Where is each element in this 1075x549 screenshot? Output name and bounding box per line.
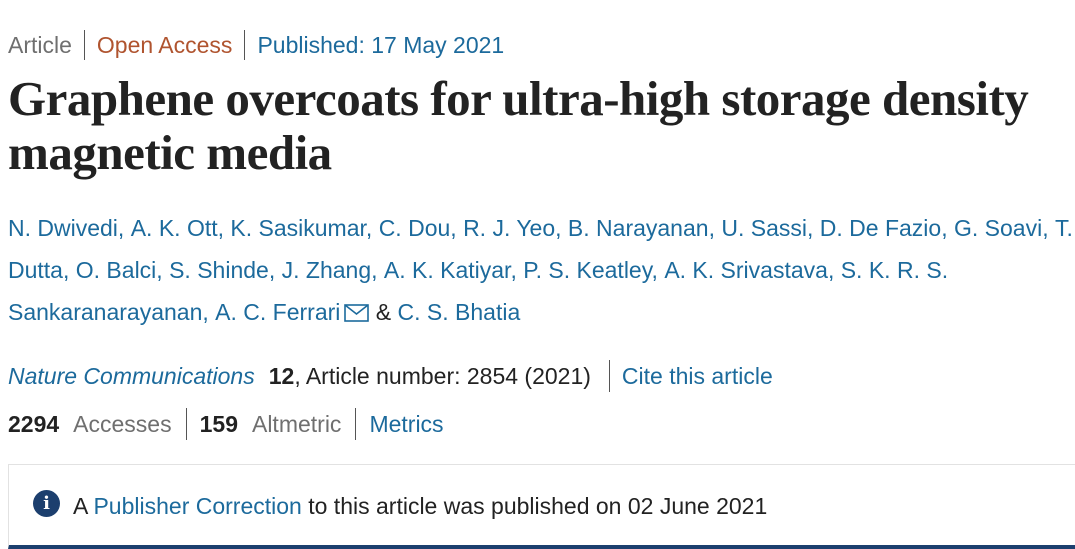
author-link[interactable]: B. Narayanan,	[567, 215, 722, 241]
author-link[interactable]: R. J. Yeo,	[463, 215, 568, 241]
accesses-count: 2294	[8, 410, 60, 437]
article-meta-row: Article Open Access Published: 17 May 20…	[8, 30, 504, 60]
mail-icon[interactable]	[344, 304, 370, 322]
author-link[interactable]: G. Soavi,	[953, 215, 1055, 241]
author-link[interactable]: S. Shinde,	[169, 257, 282, 283]
publisher-correction-link[interactable]: Publisher Correction	[93, 493, 302, 519]
author-link[interactable]: P. S. Keatley,	[523, 257, 665, 283]
divider	[355, 408, 357, 440]
divider	[185, 408, 187, 440]
journal-volume: 12	[268, 362, 295, 389]
author-link[interactable]: U. Sassi,	[721, 215, 820, 241]
author-link[interactable]: T. Dutta,	[8, 215, 1073, 283]
author-link[interactable]: A. K. Katiyar,	[383, 257, 524, 283]
divider	[608, 360, 610, 392]
author-link[interactable]: J. Zhang,	[281, 257, 384, 283]
corresponding-author-link[interactable]: A. C. Ferrari	[215, 299, 370, 325]
author-link[interactable]: A. K. Ott,	[130, 215, 231, 241]
info-icon: i	[33, 490, 60, 517]
author-ampersand: &	[375, 299, 392, 325]
author-link[interactable]: N. Dwivedi,	[8, 215, 131, 241]
article-stats-row: 2294 Accesses 159 Altmetric Metrics	[8, 408, 444, 440]
author-link[interactable]: K. Sasikumar,	[230, 215, 379, 241]
published-date: Published: 17 May 2021	[257, 31, 505, 58]
article-title: Graphene overcoats for ultra-high storag…	[8, 71, 1029, 180]
correction-notice-text: A Publisher Correction to this article w…	[73, 493, 768, 519]
altmetric-label: Altmetric	[251, 410, 342, 437]
cite-article-link[interactable]: Cite this article	[621, 362, 773, 389]
author-link[interactable]: C. S. Bhatia	[397, 299, 521, 325]
author-link[interactable]: S. K. R. S. Sankaranarayanan,	[8, 257, 949, 325]
author-link[interactable]: A. K. Srivastava,	[664, 257, 841, 283]
author-link[interactable]: D. De Fazio,	[819, 215, 954, 241]
correction-notice: i A Publisher Correction to this article…	[8, 464, 1075, 549]
divider	[83, 30, 85, 60]
article-type: Article	[8, 31, 72, 58]
divider	[244, 30, 246, 60]
journal-name-link[interactable]: Nature Communications	[8, 362, 255, 389]
author-link[interactable]: C. Dou,	[378, 215, 464, 241]
author-link[interactable]: O. Balci,	[75, 257, 170, 283]
open-access-badge: Open Access	[96, 31, 233, 58]
article-number: , Article number: 2854 (2021)	[294, 362, 591, 389]
accesses-label: Accesses	[73, 410, 172, 437]
metrics-link[interactable]: Metrics	[369, 410, 444, 437]
author-list: N. Dwivedi, A. K. Ott, K. Sasikumar, C. …	[8, 207, 1073, 333]
altmetric-count: 159	[199, 410, 238, 437]
journal-row: Nature Communications 12 , Article numbe…	[8, 360, 773, 392]
